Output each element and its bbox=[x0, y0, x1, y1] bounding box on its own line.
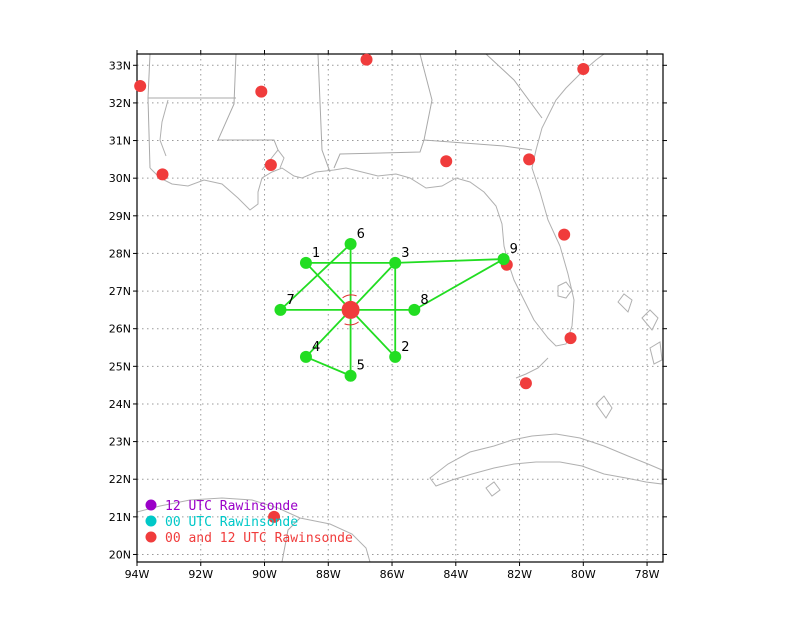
y-tick-label: 29N bbox=[109, 210, 131, 223]
legend-marker bbox=[145, 515, 157, 527]
y-tick-label: 26N bbox=[109, 323, 131, 336]
legend-marker bbox=[145, 499, 157, 511]
x-tick-label: 88W bbox=[316, 568, 341, 581]
plot-frame bbox=[136, 53, 664, 563]
x-tick-label: 92W bbox=[188, 568, 213, 581]
axis-ticks: 94W 92W 90W 88W 86W 84W 82W 80W 78W 20N 21N 22N 23N 2… bbox=[109, 50, 667, 581]
network-link bbox=[305, 356, 351, 377]
lake-okeechobee bbox=[557, 281, 573, 299]
storm-center-arc bbox=[344, 321, 359, 326]
network-point-label: 7 bbox=[286, 293, 294, 308]
rawinsonde-station-marker bbox=[519, 377, 532, 390]
state-borders bbox=[147, 54, 543, 562]
network-point-marker bbox=[389, 256, 402, 269]
rawinsonde-station-marker bbox=[264, 159, 277, 172]
storm-center bbox=[341, 294, 360, 326]
legend-marker bbox=[145, 531, 157, 543]
network-point-label: 4 bbox=[312, 340, 320, 355]
rawinsonde-station-marker bbox=[440, 155, 453, 168]
network-points: 1 2 3 4 5 6 7 8 9 bbox=[274, 227, 518, 382]
network-point-marker bbox=[344, 238, 357, 251]
y-tick-label: 31N bbox=[109, 135, 131, 148]
network-point-label: 9 bbox=[510, 242, 518, 257]
network-link bbox=[395, 258, 504, 264]
x-tick-label: 84W bbox=[443, 568, 468, 581]
yucatan-coastline bbox=[137, 497, 371, 562]
rawinsonde-station-marker bbox=[268, 510, 281, 523]
storm-center-marker bbox=[341, 300, 360, 319]
network-link bbox=[279, 243, 352, 311]
network-point-marker bbox=[408, 303, 421, 316]
rawinsonde-station-marker bbox=[360, 53, 373, 66]
network-point-label: 5 bbox=[357, 359, 365, 374]
x-tick-label: 94W bbox=[125, 568, 150, 581]
network-point-marker bbox=[299, 256, 312, 269]
rawinsonde-station-marker bbox=[558, 228, 571, 241]
rawinsonde-station-marker bbox=[523, 153, 536, 166]
x-tick-label: 90W bbox=[252, 568, 277, 581]
isla-de-la-juventud bbox=[485, 481, 501, 497]
cuba-coastline bbox=[429, 433, 663, 487]
network-point-label: 2 bbox=[401, 340, 409, 355]
louisiana-lakes bbox=[159, 99, 169, 157]
y-tick-label: 22N bbox=[109, 473, 131, 486]
y-tick-label: 24N bbox=[109, 398, 131, 411]
y-tick-label: 21N bbox=[109, 511, 131, 524]
y-tick-label: 33N bbox=[109, 59, 131, 72]
network-point-label: 8 bbox=[420, 293, 428, 308]
rawinsonde-station-marker bbox=[156, 168, 169, 181]
y-tick-label: 23N bbox=[109, 436, 131, 449]
legend-label: 12 UTC Rawinsonde bbox=[165, 499, 298, 514]
us-coastline bbox=[149, 54, 605, 347]
border-mexico-guatemala bbox=[281, 517, 301, 562]
legend-label: 00 and 12 UTC Rawinsonde bbox=[165, 531, 353, 546]
network-point-label: 3 bbox=[401, 246, 409, 261]
network-point-marker bbox=[274, 303, 287, 316]
border-ga-sc bbox=[485, 54, 543, 119]
rawinsonde-station-marker bbox=[577, 63, 590, 76]
network-point-marker bbox=[299, 350, 312, 363]
x-tick-label: 80W bbox=[571, 568, 596, 581]
y-tick-label: 25N bbox=[109, 360, 131, 373]
rawinsonde-stations bbox=[134, 53, 590, 523]
network-link bbox=[413, 258, 505, 311]
rawinsonde-station-marker bbox=[134, 79, 147, 92]
x-tick-label: 86W bbox=[380, 568, 405, 581]
rawinsonde-station-marker bbox=[255, 85, 268, 98]
network-point-marker bbox=[344, 369, 357, 382]
bahamas-coastline bbox=[595, 293, 663, 419]
network-point-label: 1 bbox=[312, 246, 320, 261]
y-tick-label: 27N bbox=[109, 285, 131, 298]
network-point-label: 6 bbox=[357, 227, 365, 242]
border-al-ga bbox=[419, 54, 433, 141]
coastlines bbox=[137, 54, 663, 562]
y-tick-label: 30N bbox=[109, 172, 131, 185]
y-tick-label: 32N bbox=[109, 97, 131, 110]
florida-keys bbox=[515, 357, 549, 379]
x-tick-label: 82W bbox=[507, 568, 532, 581]
y-tick-label: 20N bbox=[109, 548, 131, 561]
network-point-marker bbox=[497, 253, 510, 266]
border-la-ms bbox=[217, 54, 279, 151]
x-tick-label: 78W bbox=[635, 568, 660, 581]
legend-label: 00 UTC Rawinsonde bbox=[165, 515, 298, 530]
network-point-marker bbox=[389, 350, 402, 363]
rawinsonde-station-marker bbox=[564, 332, 577, 345]
border-al-fl bbox=[333, 139, 533, 169]
y-tick-label: 28N bbox=[109, 247, 131, 260]
border-ms-al bbox=[317, 54, 331, 173]
network-links bbox=[279, 243, 505, 377]
storm-center-arc bbox=[342, 294, 357, 299]
